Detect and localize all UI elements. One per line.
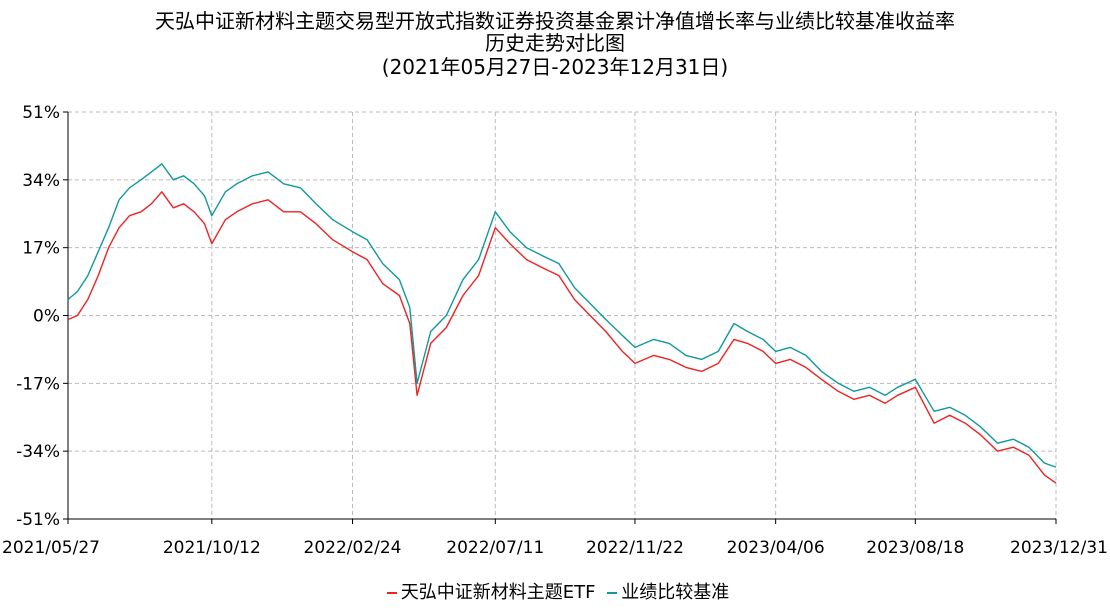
legend-benchmark-label: 业绩比较基准 xyxy=(621,582,730,603)
axes xyxy=(63,111,1057,524)
x-tick-label: 2021/05/27 xyxy=(2,538,100,558)
y-tick-label: -51% xyxy=(16,510,60,530)
grid-lines xyxy=(68,111,1057,519)
tick-labels: 51% 34% 17% 0% -17% -34% -51% 2021/05/27 2021/10… xyxy=(2,103,1108,558)
y-tick-label: 0% xyxy=(33,307,60,327)
x-tick-label: 2023/04/06 xyxy=(727,538,825,558)
x-tick-label: 2023/12/31 xyxy=(1010,538,1108,558)
x-tick-label: 2022/07/11 xyxy=(446,538,544,558)
y-tick-label: 51% xyxy=(22,103,60,123)
x-tick-label: 2023/08/18 xyxy=(866,538,964,558)
legend-benchmark-swatch xyxy=(607,592,618,594)
series-lines xyxy=(67,163,1057,484)
chart-title-line1: 天弘中证新材料主题交易型开放式指数证券投资基金累计净值增长率与业绩比较基准收益率 xyxy=(155,9,955,33)
legend-fund-label: 天弘中证新材料主题ETF xyxy=(400,582,596,603)
chart-title-line2: 历史走势对比图 xyxy=(485,31,625,55)
y-tick-label: 34% xyxy=(22,171,60,191)
legend-fund-swatch xyxy=(386,592,397,594)
y-tick-label: 17% xyxy=(22,239,60,259)
line-chart: 51% 34% 17% 0% -17% -34% -51% 2021/05/27 2021/10… xyxy=(2,103,1108,558)
chart-date-range: (2021年05月27日-2023年12月31日) xyxy=(381,55,729,79)
x-tick-label: 2021/10/12 xyxy=(163,538,261,558)
x-tick-label: 2022/11/22 xyxy=(586,538,684,558)
fund-series-line xyxy=(67,191,1057,484)
legend: 天弘中证新材料主题ETF 业绩比较基准 xyxy=(0,578,1110,604)
benchmark-series-line xyxy=(67,163,1057,468)
y-tick-label: -17% xyxy=(16,374,60,394)
y-tick-label: -34% xyxy=(16,442,60,462)
x-tick-label: 2022/02/24 xyxy=(304,538,402,558)
